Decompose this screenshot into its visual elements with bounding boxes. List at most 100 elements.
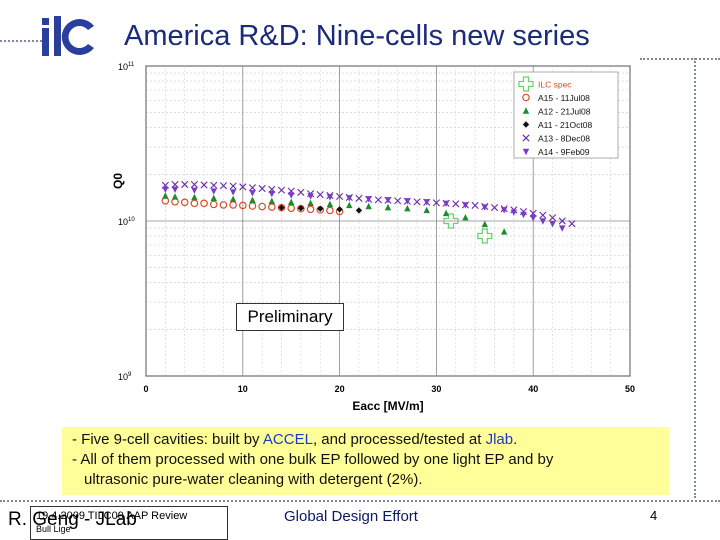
data-point-circle xyxy=(200,199,208,208)
legend-label: A15 - 11Jul08 xyxy=(538,93,590,103)
x-axis-label: Eacc [MV/m] xyxy=(352,399,423,413)
data-point-x xyxy=(229,182,237,190)
bottom-dotted-rule xyxy=(0,500,720,502)
data-point-triangle-down xyxy=(462,202,469,209)
data-point-triangle-down xyxy=(423,199,430,206)
data-point-triangle xyxy=(288,198,295,206)
top-dotted-rule xyxy=(0,40,42,42)
data-point-triangle xyxy=(171,193,179,200)
data-point-circle xyxy=(209,200,218,209)
data-point-diamond xyxy=(278,204,285,211)
x-tick-label: 0 xyxy=(143,384,148,394)
data-point-x xyxy=(210,181,218,189)
data-point-triangle xyxy=(423,206,430,214)
legend-label: A13 - 8Dec08 xyxy=(538,134,590,144)
data-point-triangle xyxy=(346,201,353,209)
data-point-triangle-down xyxy=(442,200,450,208)
data-point-x xyxy=(316,191,324,199)
data-point-x xyxy=(219,182,228,190)
data-point-triangle-down xyxy=(346,195,353,202)
data-point-triangle-down xyxy=(249,190,256,197)
legend-marker xyxy=(518,76,534,92)
data-point-triangle xyxy=(326,200,334,208)
legend-marker xyxy=(522,134,530,142)
preliminary-label: Preliminary xyxy=(236,303,344,331)
data-point-triangle-down xyxy=(539,218,547,225)
x-tick-label: 10 xyxy=(238,384,248,394)
data-point-x xyxy=(258,184,266,193)
data-point-x xyxy=(239,183,247,191)
legend-label: A11 - 21Oct08 xyxy=(538,120,592,130)
data-point-triangle-down xyxy=(481,204,488,211)
data-point-triangle xyxy=(500,228,508,235)
footer-info-box xyxy=(30,506,228,540)
y-axis-label: Q0 xyxy=(111,173,125,189)
footer-center-label: Global Design Effort xyxy=(284,508,418,525)
data-point-triangle xyxy=(404,205,411,212)
note-line-2: - All of them processed with one bulk EP… xyxy=(72,451,554,468)
data-point-triangle xyxy=(210,194,217,202)
data-point-triangle xyxy=(229,195,237,203)
data-point-circle xyxy=(239,201,247,210)
data-point-x xyxy=(336,192,344,201)
data-point-triangle xyxy=(462,214,469,221)
data-point-x xyxy=(452,200,460,208)
data-point-x xyxy=(432,199,440,207)
data-point-triangle xyxy=(268,197,276,204)
legend-marker xyxy=(522,93,530,102)
data-point-x xyxy=(200,181,208,189)
data-point-x xyxy=(248,184,257,192)
y-tick-label: 1011 xyxy=(118,62,135,72)
data-point-triangle-down xyxy=(268,191,276,198)
data-point-triangle-down xyxy=(404,198,411,205)
data-point-triangle-down xyxy=(520,211,527,219)
data-point-x xyxy=(471,201,479,210)
data-point-triangle xyxy=(442,209,450,217)
ilc-logo: ilc xyxy=(42,16,94,56)
note-1-jlab: Jlab xyxy=(485,431,514,448)
notes-box: - Five 9-cell cavities: built by ACCEL, … xyxy=(62,427,669,495)
note-1-accel: ACCEL xyxy=(262,431,313,448)
note-line-3: ultrasonic pure-water cleaning with dete… xyxy=(84,471,423,488)
data-point-x xyxy=(490,204,499,212)
slide-title: America R&D: Nine-cells new series xyxy=(124,20,590,52)
data-point-x xyxy=(374,196,382,204)
data-point-triangle-down xyxy=(510,209,518,216)
data-point-triangle xyxy=(365,202,372,210)
note-1-mid: , and processed/tested at xyxy=(312,431,486,448)
x-tick-label: 40 xyxy=(528,384,538,394)
data-point-x xyxy=(181,180,189,189)
data-point-triangle xyxy=(162,192,169,199)
x-tick-label: 30 xyxy=(431,384,441,394)
data-point-diamond xyxy=(336,206,343,213)
y-tick-label: 1010 xyxy=(118,217,135,227)
data-point-triangle-down xyxy=(171,186,179,194)
data-point-cross xyxy=(477,228,493,244)
data-point-triangle-down xyxy=(384,197,392,204)
data-point-triangle-down xyxy=(210,188,217,195)
data-point-triangle-down xyxy=(365,196,372,203)
data-point-x xyxy=(394,197,402,205)
data-point-circle xyxy=(180,198,189,207)
footer-author: R. Geng - JLab xyxy=(8,509,137,530)
footer-location: Bull Lige xyxy=(36,524,71,534)
legend-label: ILC spec xyxy=(538,80,572,90)
data-point-triangle-down xyxy=(191,187,198,194)
data-point-x xyxy=(539,211,547,219)
data-point-triangle xyxy=(249,196,256,204)
q0-vs-eacc-chart: 0 10 20 30 40 50 109 1010 1011 Eacc [MV/m] Q0 ILC s… xyxy=(111,62,635,413)
data-point-circle xyxy=(306,205,315,214)
data-point-x xyxy=(297,188,305,196)
data-point-x xyxy=(413,198,421,206)
data-point-triangle-down xyxy=(559,225,566,232)
data-point-triangle-down xyxy=(549,221,556,228)
data-point-diamond xyxy=(317,205,324,212)
x-tick-label: 50 xyxy=(625,384,635,394)
page-number: 4 xyxy=(650,508,658,523)
data-point-triangle-down xyxy=(530,215,537,222)
x-tick-label: 20 xyxy=(335,384,345,394)
data-point-circle xyxy=(326,206,334,215)
data-point-triangle xyxy=(191,193,198,201)
legend-label: A14 - 9Feb09 xyxy=(538,147,590,157)
